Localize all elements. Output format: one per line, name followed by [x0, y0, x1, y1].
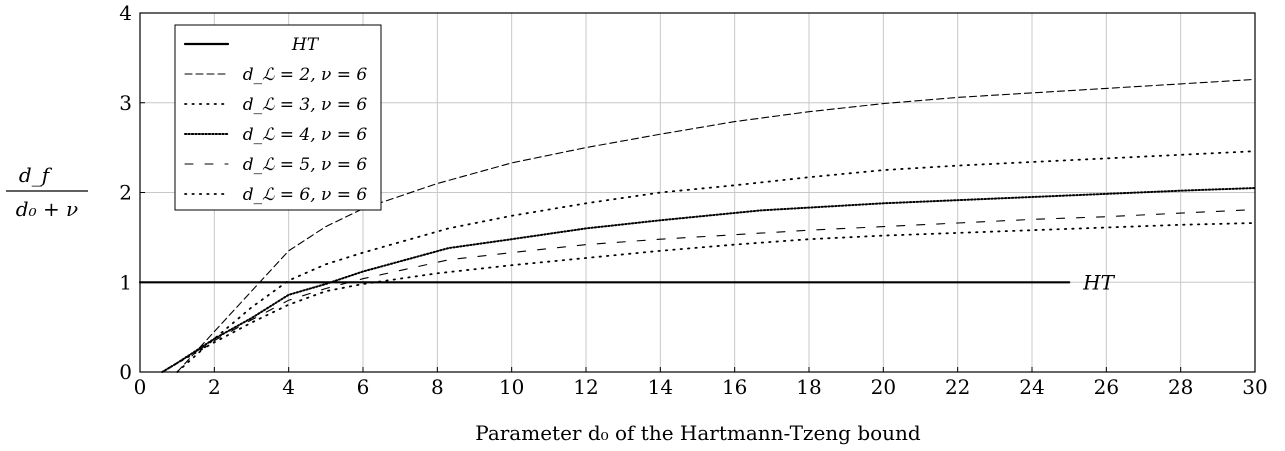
x-tick-label: 24 — [1019, 375, 1044, 399]
x-tick-label: 12 — [573, 375, 598, 399]
x-tick-label: 26 — [1094, 375, 1119, 399]
legend-label-5: d_ℒ = 6, ν = 6 — [243, 185, 368, 205]
x-tick-label: 28 — [1168, 375, 1193, 399]
x-tick-label: 30 — [1242, 375, 1267, 399]
series-line-2 — [176, 150, 1256, 373]
legend-label-0: HT — [291, 35, 320, 55]
series-line-3 — [161, 187, 1256, 373]
y-tick-label: 3 — [119, 91, 132, 115]
y-tick-label: 2 — [119, 181, 132, 205]
x-tick-label: 20 — [871, 375, 896, 399]
series-line-5 — [161, 222, 1256, 373]
x-tick-label: 2 — [208, 375, 221, 399]
y-axis-label: d_f d₀ + ν — [6, 163, 88, 221]
x-tick-label: 16 — [722, 375, 747, 399]
legend-label-2: d_ℒ = 3, ν = 6 — [243, 95, 368, 115]
legend-label-1: d_ℒ = 2, ν = 6 — [243, 65, 368, 85]
y-label-denominator: d₀ + ν — [16, 197, 78, 221]
ht-annotation: HT — [1082, 270, 1115, 294]
x-tick-label: 0 — [134, 375, 147, 399]
legend-box — [174, 24, 382, 211]
legend-label-3: d_ℒ = 4, ν = 6 — [243, 125, 368, 145]
x-tick-label: 18 — [796, 375, 821, 399]
series-line-4 — [161, 209, 1256, 373]
series-group — [138, 78, 1256, 373]
legend: HT d_ℒ = 2, ν = 6 d_ℒ = 3, ν = 6 d_ℒ = 4, ν… — [174, 24, 382, 211]
x-tick-label: 10 — [499, 375, 524, 399]
series-line-1 — [176, 78, 1256, 373]
y-tick-label: 1 — [119, 270, 132, 294]
x-tick-label: 4 — [282, 375, 295, 399]
x-tick-label: 14 — [648, 375, 673, 399]
y-tick-label: 0 — [119, 360, 132, 384]
y-label-numerator: d_f — [19, 163, 53, 187]
x-tick-label: 22 — [945, 375, 970, 399]
x-tick-label: 6 — [357, 375, 370, 399]
y-tick-label: 4 — [119, 1, 132, 25]
x-axis-label: Parameter d₀ of the Hartmann-Tzeng bound — [475, 421, 921, 445]
legend-label-4: d_ℒ = 5, ν = 6 — [243, 155, 368, 175]
x-tick-label: 8 — [431, 375, 444, 399]
